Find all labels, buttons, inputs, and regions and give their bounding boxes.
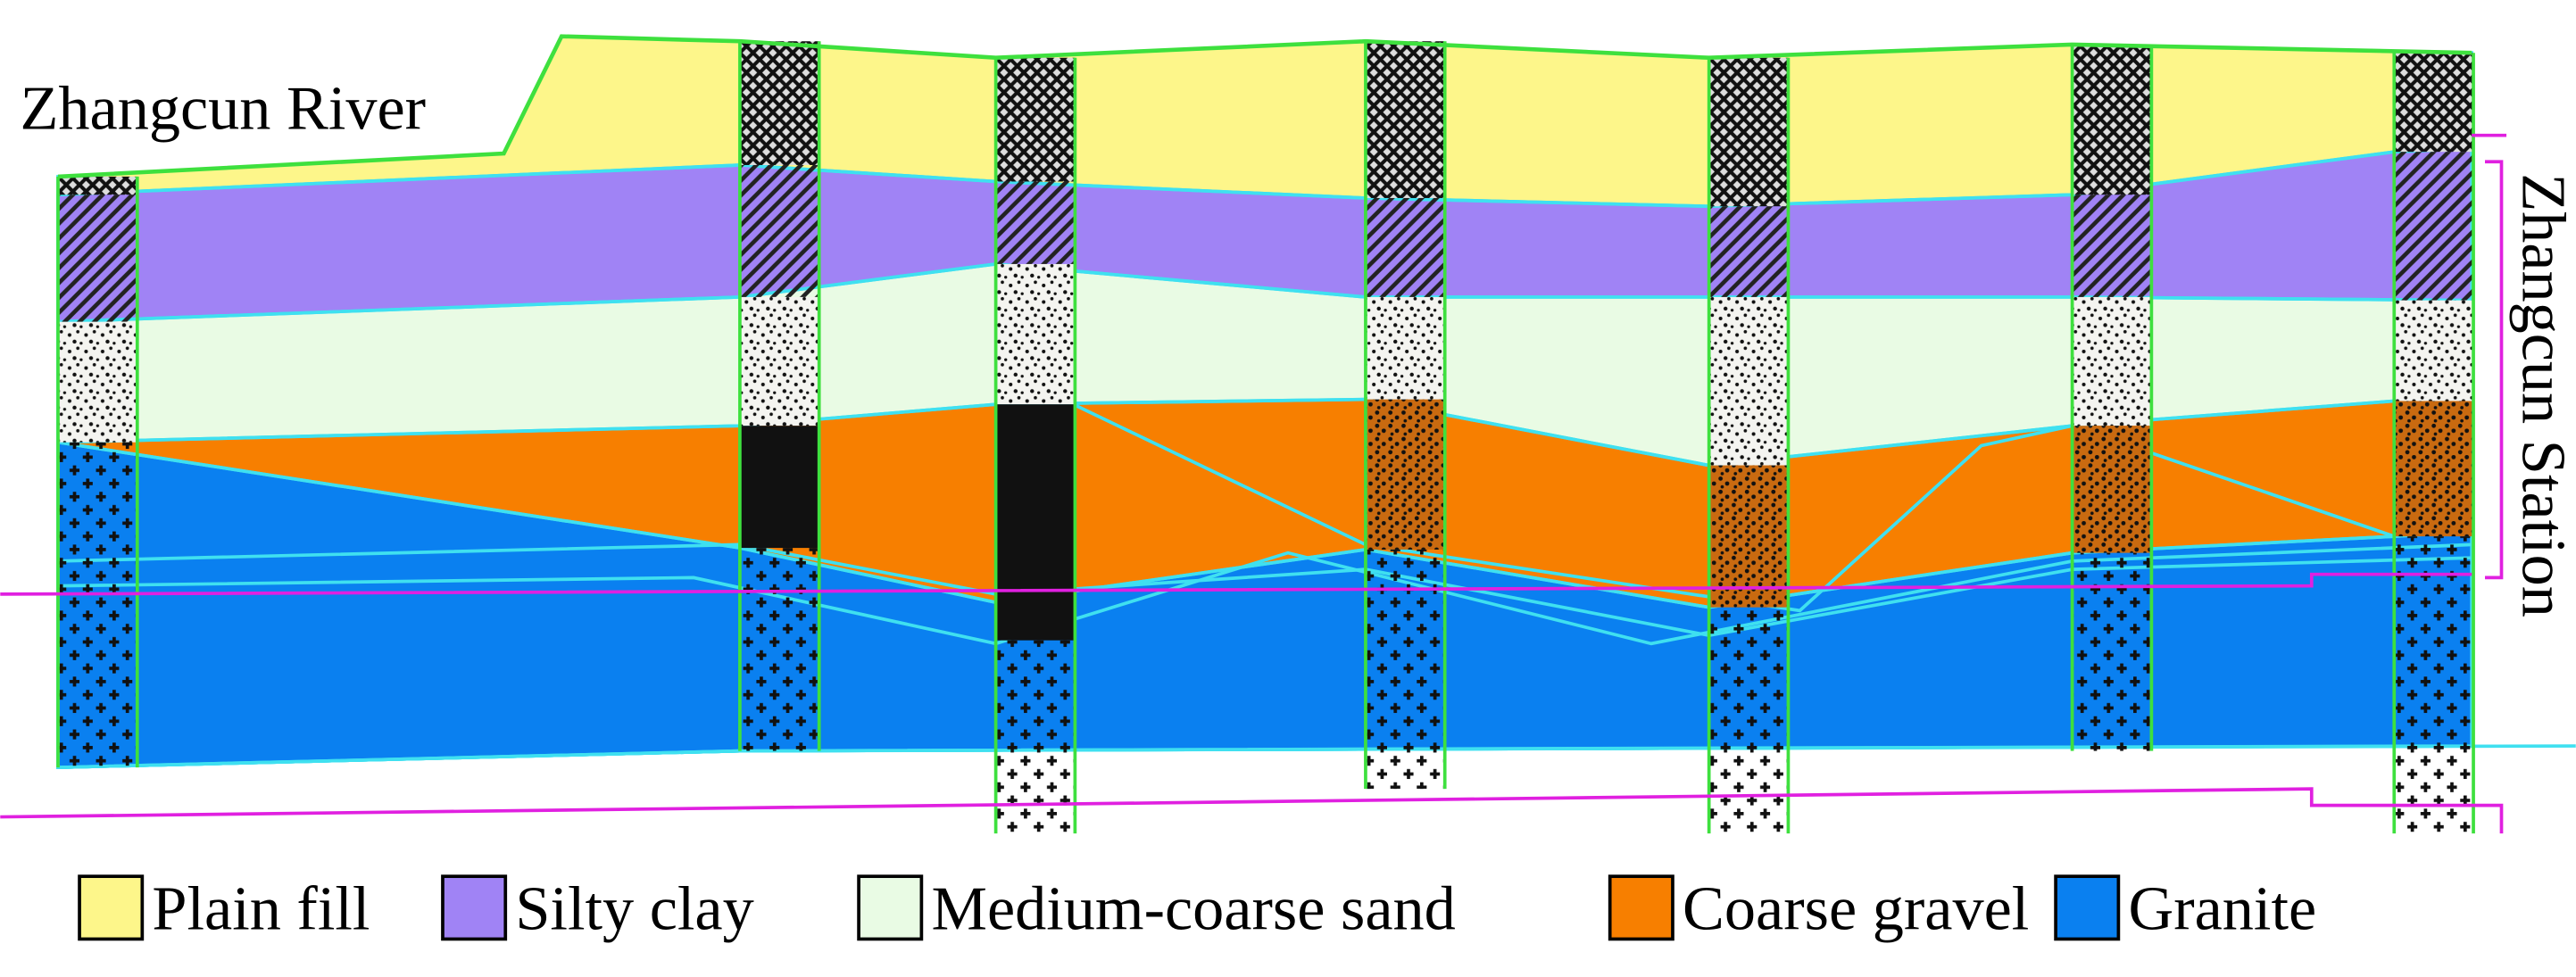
legend-swatch bbox=[2054, 874, 2121, 941]
borehole-segment bbox=[995, 640, 1076, 834]
borehole-segment bbox=[2394, 300, 2474, 402]
legend-swatch bbox=[78, 874, 145, 941]
borehole-segment bbox=[1365, 197, 1445, 297]
legend-swatch bbox=[1608, 874, 1674, 941]
borehole-segment bbox=[1365, 296, 1445, 400]
borehole-segment bbox=[1365, 41, 1445, 198]
borehole-segment bbox=[739, 41, 819, 165]
borehole-segment bbox=[995, 57, 1076, 182]
station-line bbox=[0, 572, 2472, 596]
borehole-segment bbox=[58, 176, 137, 195]
legend: Plain fill Silty clay Medium-coarse sand Co… bbox=[78, 874, 2316, 943]
legend-swatch bbox=[857, 874, 924, 941]
station-label: Zhangcun Station bbox=[2509, 173, 2576, 617]
borehole-segment bbox=[2394, 53, 2474, 153]
borehole-segment bbox=[1708, 607, 1789, 834]
borehole-segment bbox=[2072, 195, 2152, 297]
river-label: Zhangcun River bbox=[20, 73, 426, 143]
borehole-segment bbox=[995, 404, 1076, 641]
borehole-segment bbox=[2394, 401, 2474, 537]
borehole-segment bbox=[1708, 206, 1789, 297]
borehole-segment bbox=[995, 181, 1076, 264]
legend-label: Silty clay bbox=[515, 874, 753, 943]
borehole-segment bbox=[58, 321, 137, 443]
legend-swatch bbox=[441, 874, 508, 941]
legend-label: Coarse gravel bbox=[1683, 874, 2029, 943]
borehole-segment bbox=[739, 164, 819, 297]
borehole-segment bbox=[995, 263, 1076, 405]
borehole-segment bbox=[2072, 296, 2152, 426]
borehole-segment bbox=[739, 426, 819, 549]
borehole-segment bbox=[2394, 152, 2474, 301]
ground-surface bbox=[57, 34, 2472, 179]
borehole-segment bbox=[1365, 399, 1445, 550]
borehole-segment bbox=[58, 195, 137, 322]
borehole-segment bbox=[1708, 57, 1789, 207]
legend-label: Medium-coarse sand bbox=[931, 874, 1455, 943]
borehole-segment bbox=[1708, 296, 1789, 466]
station-bracket bbox=[2485, 160, 2504, 580]
boreholes bbox=[56, 34, 2475, 834]
borehole-segment bbox=[2072, 426, 2152, 553]
station-lines bbox=[0, 133, 2507, 834]
borehole-segment bbox=[2072, 44, 2152, 195]
borehole-segment bbox=[2072, 552, 2152, 751]
borehole-segment bbox=[1708, 465, 1789, 608]
station-line bbox=[0, 787, 2504, 834]
borehole-segment bbox=[1365, 549, 1445, 790]
borehole-segment bbox=[739, 296, 819, 426]
legend-label: Plain fill bbox=[152, 874, 370, 943]
borehole-segment bbox=[739, 548, 819, 751]
legend-label: Granite bbox=[2128, 874, 2316, 943]
borehole-segment bbox=[58, 442, 137, 768]
borehole-segment bbox=[2394, 536, 2474, 834]
boundary bbox=[57, 744, 2576, 769]
